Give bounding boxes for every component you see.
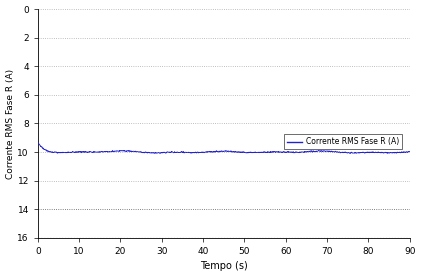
X-axis label: Tempo (s): Tempo (s)	[200, 261, 248, 271]
Legend: Corrente RMS Fase R (A): Corrente RMS Fase R (A)	[284, 134, 402, 149]
Y-axis label: Corrente RMS Fase R (A): Corrente RMS Fase R (A)	[5, 68, 15, 178]
